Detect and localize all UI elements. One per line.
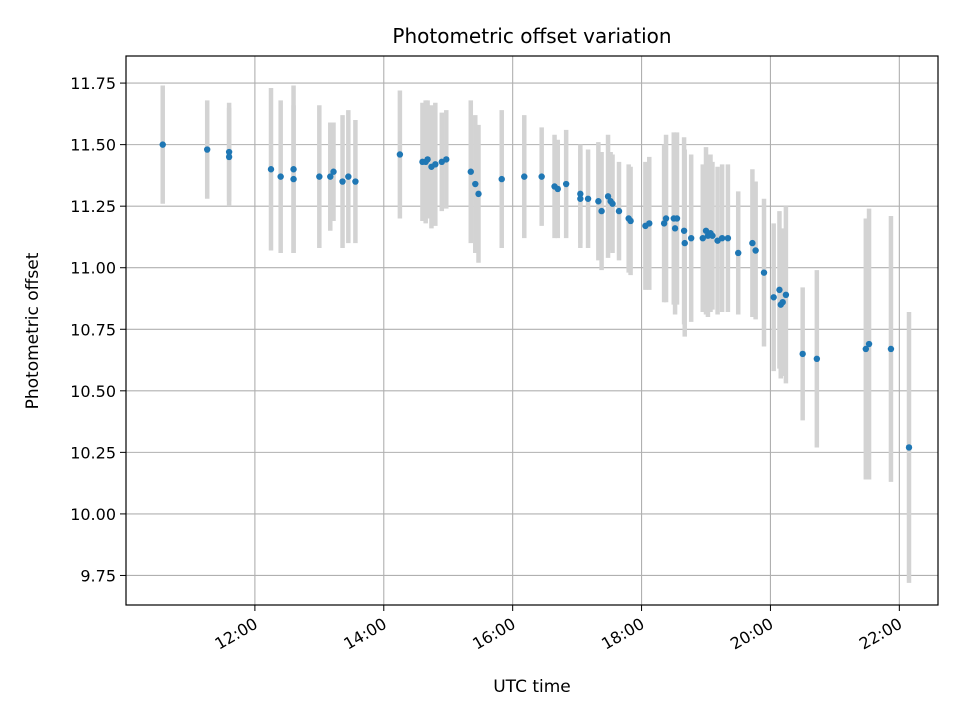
data-point [699,234,706,242]
data-point [660,220,668,227]
data-point [735,249,742,257]
data-point [671,225,679,232]
data-point [687,234,695,242]
data-point [159,141,166,148]
y-tick-label: 11.00 [70,259,116,278]
data-point [646,220,653,227]
data-point [681,239,688,247]
y-tick-label: 10.25 [70,443,116,462]
y-tick-label: 11.75 [70,74,116,93]
data-point [760,269,768,276]
data-points [159,141,913,451]
data-point [327,173,334,180]
data-point [813,355,821,363]
data-point [424,156,431,163]
data-point [709,232,716,239]
data-point [584,195,592,202]
data-point [498,175,505,183]
data-point [204,146,211,153]
data-point [225,153,233,161]
data-point [472,180,479,188]
data-point [577,190,584,198]
data-point [662,215,670,222]
data-point [467,168,474,175]
chart-title: Photometric offset variation [392,24,671,48]
data-point [538,173,545,180]
data-point [604,193,612,200]
plot-frame [125,55,939,606]
data-point [724,234,732,242]
data-point [865,340,873,348]
data-point [752,247,759,254]
data-point [352,178,359,185]
data-point [577,195,584,202]
y-tick-label: 10.50 [70,382,116,401]
data-point [443,156,450,163]
data-point [316,173,323,180]
data-point [521,173,528,180]
x-axis-label: UTC time [493,677,571,697]
y-tick-label: 10.75 [70,320,116,339]
data-point [290,175,297,183]
data-point [782,291,790,299]
data-point [887,345,895,353]
data-point [339,178,346,185]
data-point [615,207,623,215]
data-point [290,166,297,173]
data-point [562,180,570,188]
data-point [598,207,605,215]
data-point [862,345,870,353]
data-point [475,190,482,198]
y-tick-label: 9.75 [80,566,116,585]
y-tick-label: 10.00 [70,505,116,524]
data-point [627,217,634,225]
data-point [277,173,284,180]
data-point [779,298,786,306]
data-point [554,185,561,193]
y-axis-ticks: 9.75 10.00 10.25 10.50 10.75 11.00 11.25 11.50 1… [70,74,126,585]
data-point [718,234,726,242]
data-point [749,239,756,247]
data-point [799,350,806,358]
data-point [680,227,688,234]
data-point [673,215,681,222]
data-point [330,168,337,175]
data-point [905,444,913,451]
data-point [770,294,777,301]
data-point [345,173,352,180]
data-point [432,161,439,168]
y-tick-label: 11.50 [70,136,116,155]
data-point [267,166,275,173]
y-axis-label: Photometric offset [23,252,43,409]
data-point [595,198,602,205]
data-point [396,151,404,158]
data-point [225,148,233,156]
data-point [609,200,616,207]
data-point [776,286,783,294]
y-tick-label: 11.25 [70,197,116,216]
